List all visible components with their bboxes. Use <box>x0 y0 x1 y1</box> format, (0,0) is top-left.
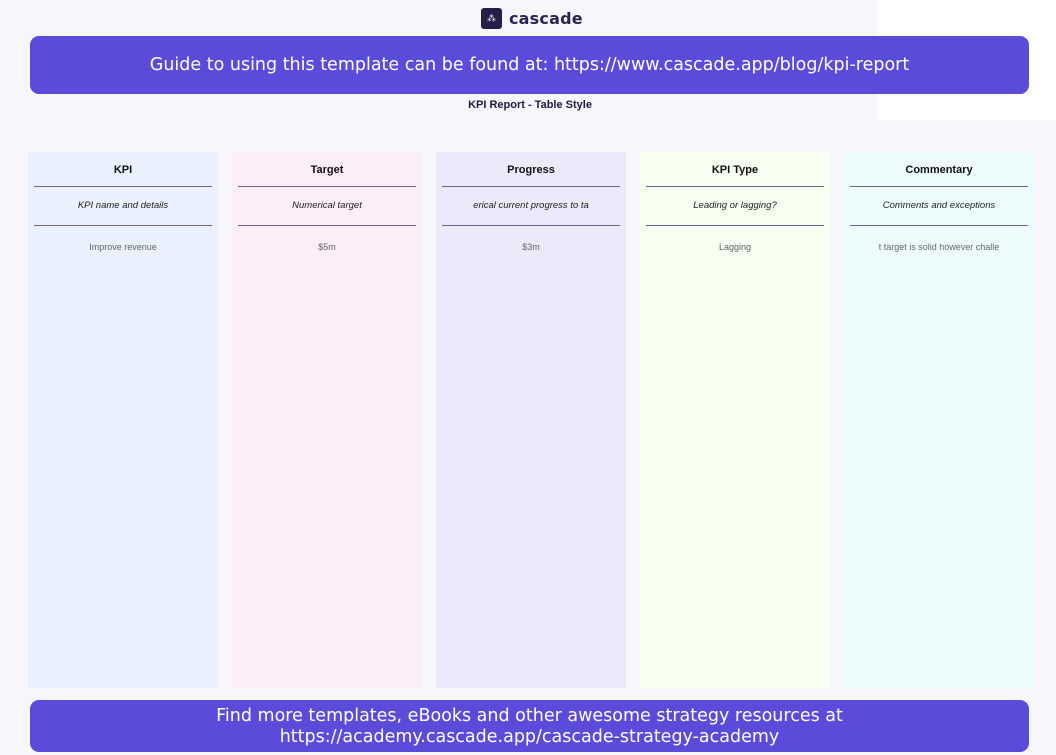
guide-banner[interactable]: Guide to using this template can be foun… <box>30 36 1029 94</box>
divider <box>850 225 1028 226</box>
divider <box>442 186 620 187</box>
column-progress: Progress erical current progress to ta $… <box>436 152 626 688</box>
column-target: Target Numerical target $5m <box>232 152 422 688</box>
column-value[interactable]: $5m <box>318 242 336 252</box>
column-description[interactable]: Leading or lagging? <box>693 200 777 211</box>
divider <box>646 225 824 226</box>
divider <box>850 186 1028 187</box>
column-commentary: Commentary Comments and exceptions t tar… <box>844 152 1034 688</box>
resources-link[interactable]: https://academy.cascade.app/cascade-stra… <box>279 727 780 747</box>
brand-name: cascade <box>509 9 583 28</box>
column-kpi-type: KPI Type Leading or lagging? Lagging <box>640 152 830 688</box>
column-value[interactable]: $3m <box>522 242 540 252</box>
column-header: Commentary <box>905 164 973 176</box>
cascade-logo-icon: ⁂ <box>481 8 502 29</box>
divider <box>238 186 416 187</box>
column-header: KPI Type <box>711 164 759 176</box>
column-kpi: KPI KPI name and details Improve revenue <box>28 152 218 688</box>
column-description[interactable]: erical current progress to ta <box>473 200 589 211</box>
column-header: Progress <box>507 164 555 176</box>
cascade-logo: ⁂ cascade <box>481 8 583 29</box>
resources-banner[interactable]: Find more templates, eBooks and other aw… <box>30 700 1029 752</box>
column-description[interactable]: KPI name and details <box>77 200 169 211</box>
column-value[interactable]: t target is solid however challe <box>878 242 1000 252</box>
column-description[interactable]: Comments and exceptions <box>882 200 996 211</box>
column-value[interactable]: Improve revenue <box>89 242 157 252</box>
divider <box>646 186 824 187</box>
column-value[interactable]: Lagging <box>718 242 752 252</box>
resources-text: Find more templates, eBooks and other aw… <box>216 706 843 726</box>
divider <box>34 186 212 187</box>
column-header: Target <box>310 164 344 176</box>
divider <box>34 225 212 226</box>
column-description[interactable]: Numerical target <box>292 200 362 211</box>
divider <box>442 225 620 226</box>
column-header: KPI <box>113 164 133 176</box>
divider <box>238 225 416 226</box>
page-title: KPI Report - Table Style <box>468 99 592 111</box>
